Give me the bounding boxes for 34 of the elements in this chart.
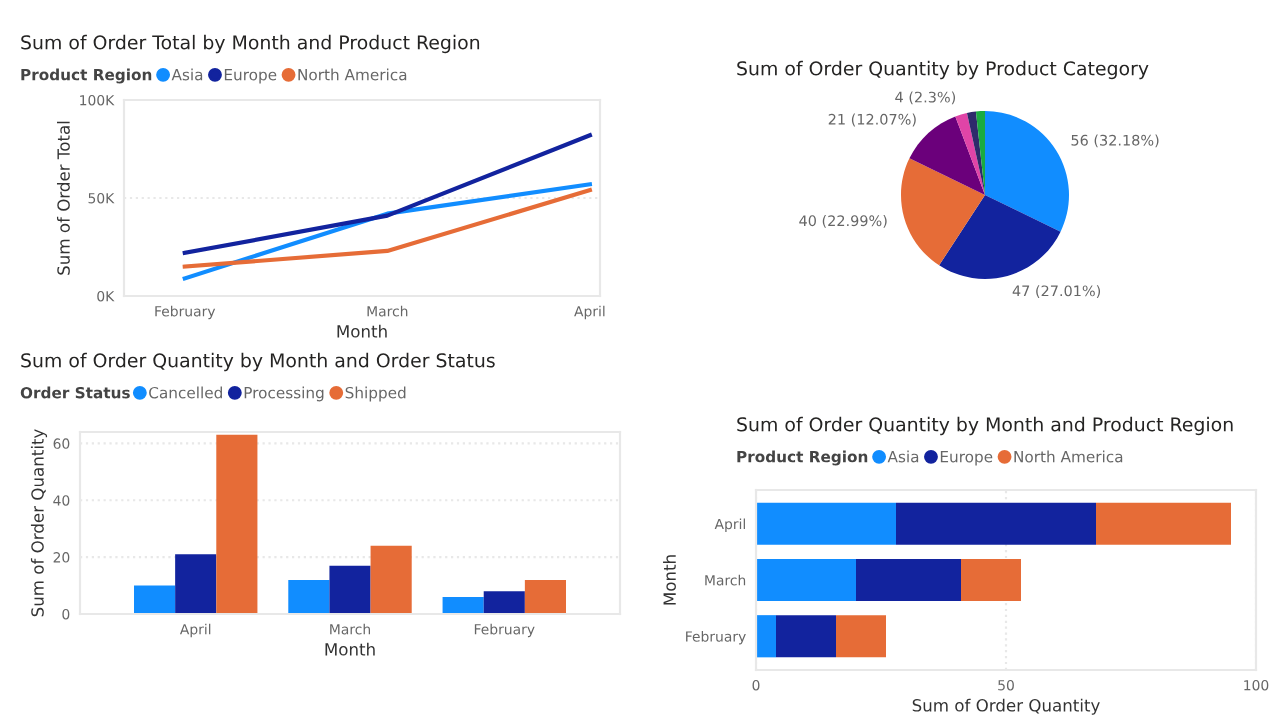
bar [961,558,1021,602]
y-axis-title: Sum of Order Quantity [30,429,48,617]
pie-slice [939,195,1061,279]
x-axis-title: Sum of Order Quantity [912,698,1100,715]
bar [756,502,896,545]
chart-title: Sum of Order Total by Month and Product Region [21,34,480,54]
pie-slice [975,111,985,195]
x-axis-title: Month [337,324,387,338]
bar [524,579,566,614]
bar [756,558,856,602]
pie-slice [985,111,1069,232]
bar [856,558,961,602]
bar [896,502,1096,545]
bar [329,565,371,614]
bar [134,585,176,614]
chart-title: Sum of Order Quantity by Product Category [737,60,1149,80]
chart-title: Sum of Order Quantity by Month and Product Region [737,416,1233,436]
pie-slice [901,158,985,266]
chart-title: Sum of Order Quantity by Month and Order Status [21,352,495,372]
y-axis-title: Month [663,555,676,605]
pie-slice [955,112,985,195]
bar [442,596,484,614]
x-axis-title: Month [325,642,375,656]
bar [776,615,836,658]
bar [370,545,412,614]
bar [836,615,886,658]
bar [1096,502,1231,545]
y-axis-title: Sum of Order Total [56,121,70,275]
bar [288,579,330,614]
pie-slice [966,111,985,195]
bar [175,554,217,614]
bar [756,615,776,658]
bar [216,434,258,614]
bar [483,591,525,614]
